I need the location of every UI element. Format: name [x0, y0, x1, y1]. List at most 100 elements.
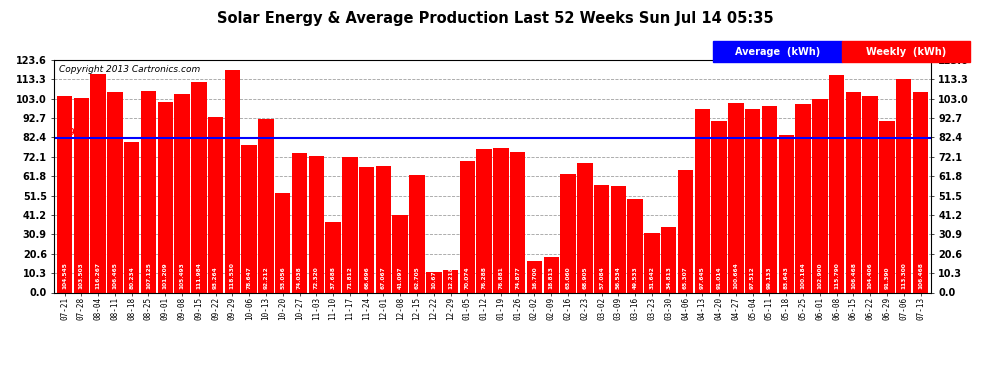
Bar	[56, 96, 72, 292]
Bar	[527, 261, 543, 292]
Text: 53.056: 53.056	[280, 266, 285, 289]
Text: 72.320: 72.320	[314, 266, 319, 289]
Text: 107.125: 107.125	[146, 262, 150, 289]
Text: 101.209: 101.209	[162, 262, 167, 289]
Bar	[73, 98, 89, 292]
Text: 10.671: 10.671	[432, 266, 437, 289]
Text: 41.097: 41.097	[398, 266, 403, 289]
Bar	[577, 163, 593, 292]
Text: 104.406: 104.406	[867, 262, 872, 289]
Bar	[242, 144, 256, 292]
Text: 103.503: 103.503	[79, 262, 84, 289]
Bar	[713, 41, 842, 62]
Text: Solar Energy & Average Production Last 52 Weeks Sun Jul 14 05:35: Solar Energy & Average Production Last 5…	[217, 11, 773, 26]
Text: 34.813: 34.813	[666, 266, 671, 289]
Bar	[191, 82, 207, 292]
Text: 91.390: 91.390	[884, 266, 889, 289]
Text: 97.645: 97.645	[700, 266, 705, 289]
Bar	[493, 148, 509, 292]
Bar	[90, 74, 106, 292]
Text: 37.688: 37.688	[331, 266, 336, 289]
Text: 106.468: 106.468	[918, 262, 923, 289]
Text: 66.696: 66.696	[364, 266, 369, 289]
Bar	[795, 104, 811, 292]
Bar	[225, 69, 241, 292]
Text: 93.264: 93.264	[213, 266, 218, 289]
Bar	[157, 102, 173, 292]
Bar	[343, 158, 357, 292]
Bar	[107, 92, 123, 292]
Bar	[761, 106, 777, 292]
Text: 100.664: 100.664	[734, 262, 739, 289]
Text: 49.533: 49.533	[633, 266, 638, 289]
Bar	[375, 166, 391, 292]
Text: 106.468: 106.468	[850, 262, 856, 289]
Bar	[628, 200, 643, 292]
Text: 111.984: 111.984	[196, 262, 201, 289]
Text: 106.465: 106.465	[113, 262, 118, 289]
Bar	[778, 135, 794, 292]
Text: 104.545: 104.545	[62, 262, 67, 289]
Bar	[174, 94, 190, 292]
Bar	[544, 257, 559, 292]
Text: 102.900: 102.900	[818, 262, 823, 289]
Text: 68.905: 68.905	[582, 266, 587, 289]
Text: 99.133: 99.133	[767, 266, 772, 289]
Text: Copyright 2013 Cartronics.com: Copyright 2013 Cartronics.com	[58, 64, 200, 74]
Text: 105.493: 105.493	[179, 262, 184, 289]
Text: 81.907: 81.907	[900, 128, 929, 137]
Text: 74.877: 74.877	[515, 266, 520, 289]
Bar	[326, 222, 341, 292]
Bar	[275, 193, 290, 292]
Text: 62.705: 62.705	[415, 266, 420, 289]
Bar	[644, 233, 659, 292]
Text: 31.642: 31.642	[649, 266, 654, 289]
Text: 78.647: 78.647	[247, 266, 251, 289]
Text: 12.218: 12.218	[448, 266, 453, 289]
Bar	[678, 170, 693, 292]
Text: 91.014: 91.014	[717, 266, 722, 289]
Bar	[729, 103, 743, 292]
Bar	[309, 156, 324, 292]
Text: 74.038: 74.038	[297, 266, 302, 289]
Bar	[392, 215, 408, 292]
Bar	[258, 119, 273, 292]
Bar	[829, 75, 844, 292]
Bar	[862, 96, 878, 292]
Bar	[409, 174, 425, 292]
Bar	[845, 92, 861, 292]
Text: 118.530: 118.530	[230, 262, 235, 289]
Bar	[510, 152, 526, 292]
Text: 76.288: 76.288	[481, 266, 487, 289]
Bar	[560, 174, 576, 292]
Text: 80.234: 80.234	[129, 266, 135, 289]
Text: 100.184: 100.184	[801, 262, 806, 289]
Text: 67.067: 67.067	[381, 266, 386, 289]
Bar	[426, 272, 442, 292]
Text: 71.812: 71.812	[347, 266, 352, 289]
Text: 76.881: 76.881	[498, 266, 504, 289]
Text: Average  (kWh): Average (kWh)	[735, 46, 820, 57]
Text: 16.700: 16.700	[532, 266, 537, 289]
Bar	[712, 121, 727, 292]
Text: 81.907: 81.907	[56, 128, 85, 137]
Text: 97.512: 97.512	[750, 266, 755, 289]
Text: 18.813: 18.813	[548, 266, 553, 289]
Bar	[744, 109, 760, 292]
Text: 92.212: 92.212	[263, 266, 268, 289]
Bar	[913, 92, 929, 292]
Text: 70.074: 70.074	[465, 266, 470, 289]
Bar	[443, 270, 458, 292]
Text: 115.790: 115.790	[835, 262, 840, 289]
Text: 65.307: 65.307	[683, 266, 688, 289]
Text: 56.534: 56.534	[616, 266, 621, 289]
Bar	[208, 117, 224, 292]
Text: 116.267: 116.267	[96, 262, 101, 289]
Bar	[812, 99, 828, 292]
Text: 63.060: 63.060	[565, 266, 570, 289]
Bar	[695, 109, 710, 292]
Bar	[611, 186, 626, 292]
Bar	[124, 142, 140, 292]
Bar	[141, 91, 156, 292]
Bar	[896, 80, 912, 292]
